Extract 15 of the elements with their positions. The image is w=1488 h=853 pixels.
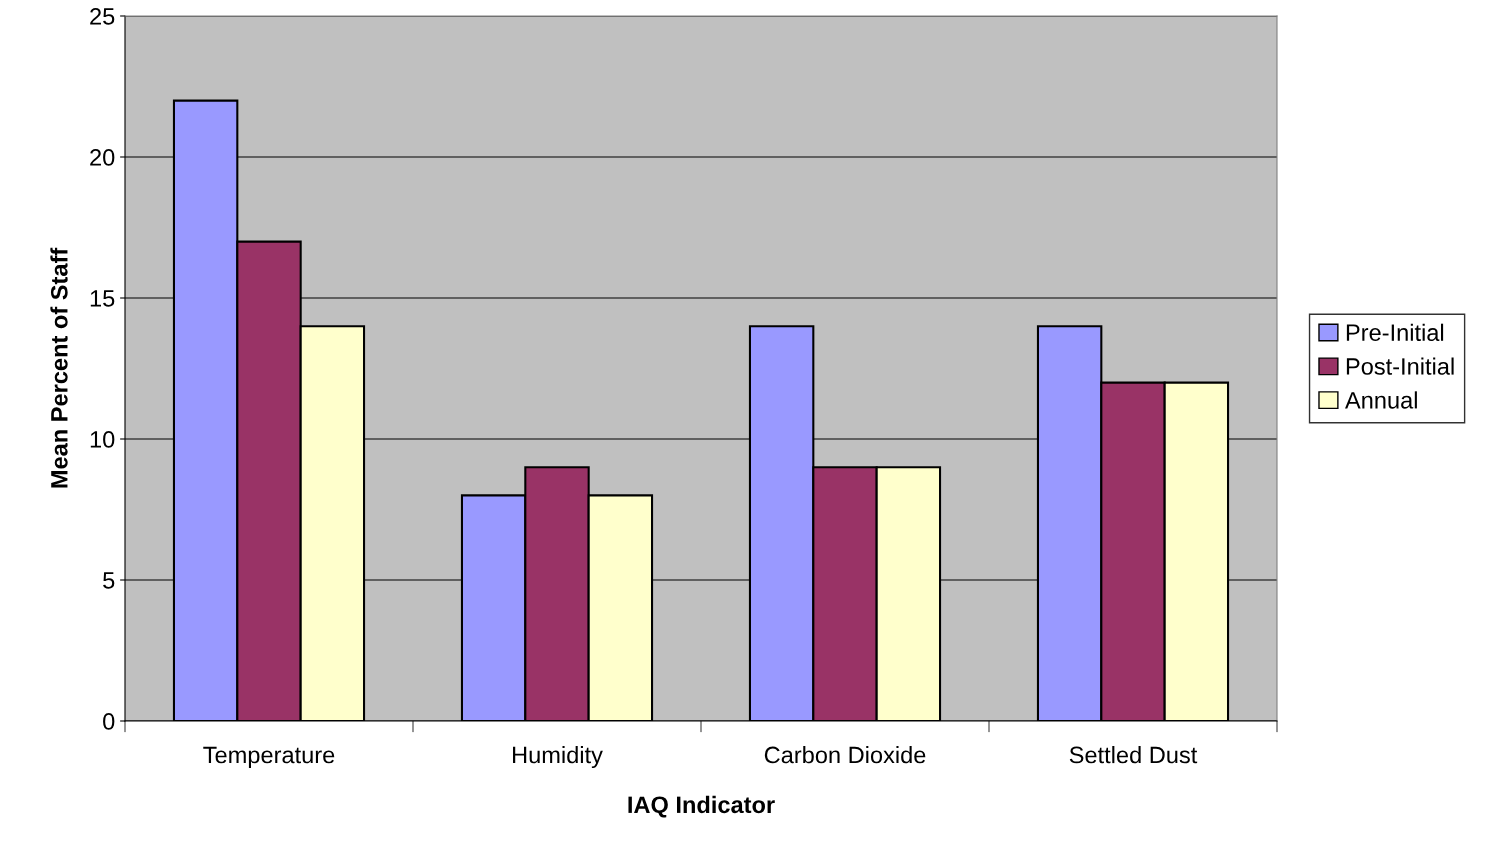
y-tick-label: 20 [90,149,115,166]
y-tick-label: 10 [90,431,115,448]
y-tick-label: 15 [90,290,115,307]
x-tick-label: Temperature [203,746,335,769]
y-tick-label: 0 [103,713,115,730]
x-tick-label: Humidity [513,746,603,769]
x-tick-label: Settled Dust [1069,746,1198,764]
legend-label: Post-Initial [1346,357,1454,375]
x-axis-title: IAQ Indicator [628,795,775,818]
y-tick-label: 25 [90,8,115,25]
y-tick-label: 5 [103,572,115,589]
legend-label: Annual [1345,391,1417,409]
x-tick-label: Carbon Dioxide [764,746,926,764]
y-axis-title: Mean Percent of Staff [50,247,68,488]
legend-label: Pre-Initial [1346,323,1444,342]
